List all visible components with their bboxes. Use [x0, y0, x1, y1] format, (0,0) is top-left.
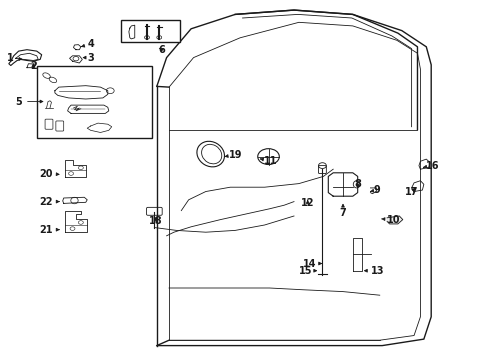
Text: 6: 6 — [158, 45, 165, 55]
Text: 12: 12 — [301, 198, 315, 208]
Text: 19: 19 — [225, 150, 243, 160]
Text: 1: 1 — [7, 53, 22, 63]
Text: 7: 7 — [340, 204, 346, 218]
Text: 9: 9 — [370, 185, 380, 195]
Text: 2: 2 — [30, 60, 37, 71]
Text: 4: 4 — [81, 39, 94, 49]
Text: 21: 21 — [39, 225, 59, 235]
Bar — [121, 20, 180, 42]
Polygon shape — [387, 216, 403, 224]
Text: 17: 17 — [405, 186, 418, 197]
Text: 22: 22 — [39, 197, 59, 207]
Text: 20: 20 — [39, 168, 59, 179]
Text: 18: 18 — [149, 216, 163, 226]
Bar — [37, 66, 152, 138]
Text: 15: 15 — [299, 266, 317, 276]
Text: 5: 5 — [15, 96, 43, 107]
Text: 10: 10 — [382, 215, 401, 225]
Text: 14: 14 — [302, 258, 322, 269]
Text: 3: 3 — [83, 53, 94, 63]
Text: 8: 8 — [354, 179, 361, 189]
Text: 13: 13 — [365, 266, 385, 276]
Text: 11: 11 — [261, 156, 277, 166]
Text: 16: 16 — [423, 161, 440, 171]
